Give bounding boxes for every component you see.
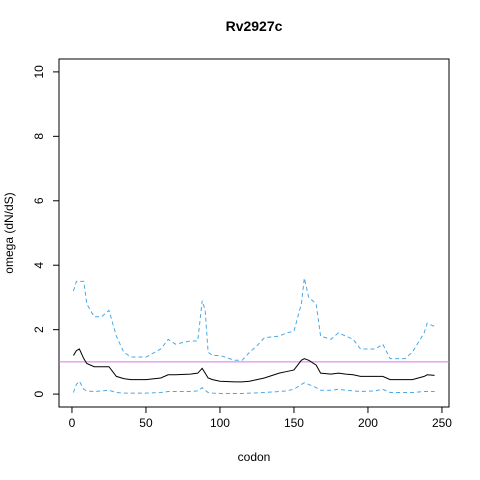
series-line: [72, 380, 435, 394]
x-tick-label: 150: [284, 416, 304, 430]
series-line: [73, 348, 435, 383]
y-tick-label: 4: [32, 262, 46, 269]
series-line: [72, 277, 435, 361]
y-tick-label: 0: [32, 390, 46, 397]
y-axis-label: omega (dN/dS): [2, 192, 16, 273]
x-tick-label: 100: [210, 416, 230, 430]
y-tick-label: 8: [32, 133, 46, 140]
x-axis-label: codon: [238, 450, 271, 464]
chart-title: Rv2927c: [226, 18, 283, 34]
plot-frame: [58, 58, 450, 408]
x-tick-label: 50: [139, 416, 153, 430]
x-tick-label: 0: [69, 416, 76, 430]
x-tick-label: 200: [358, 416, 378, 430]
x-tick-label: 250: [432, 416, 452, 430]
y-tick-label: 6: [32, 197, 46, 204]
y-tick-label: 2: [32, 326, 46, 333]
y-tick-label: 10: [32, 65, 46, 79]
